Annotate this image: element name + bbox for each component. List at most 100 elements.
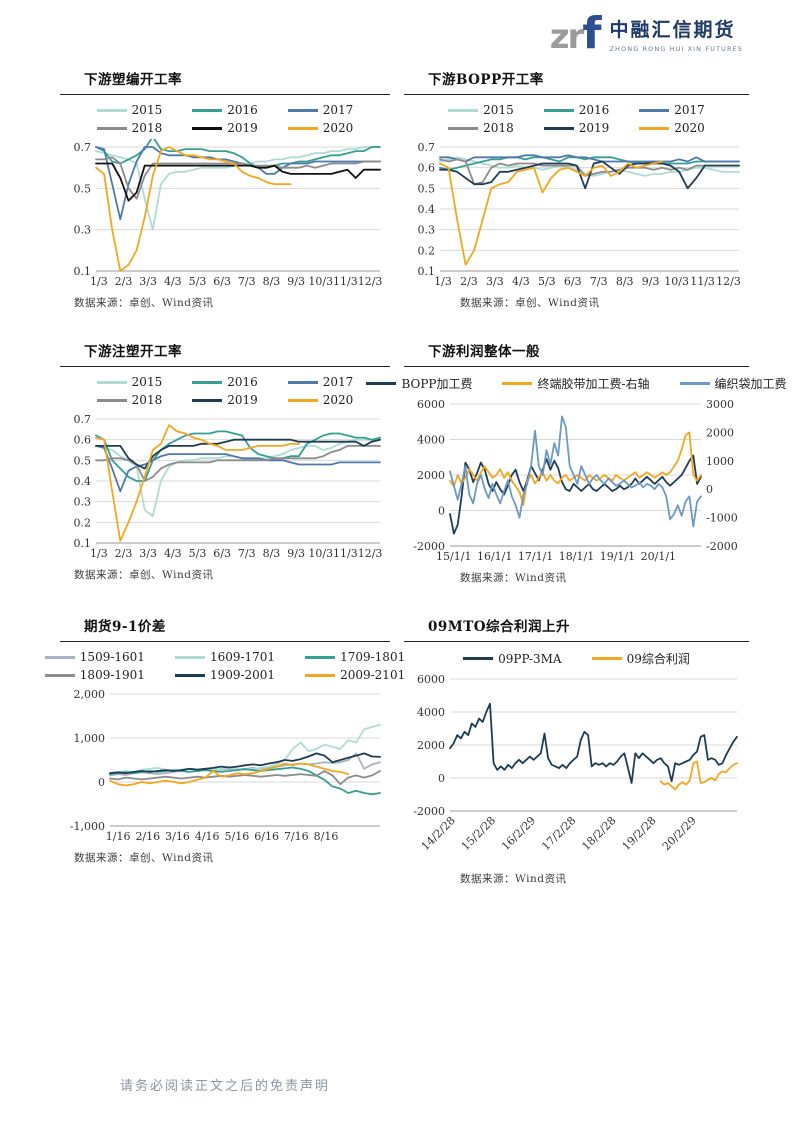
chart-plot: 0.1 0.2 0.3 0.4 0.5 0.6 0.7 1/3 2/3 3/3 4/3 5/3 6/3 7… [60,411,390,563]
x-axis-tick-label: 4/3 [164,547,182,560]
chart-title: 下游注塑开工率 [84,344,182,360]
legend-line-marker [96,398,127,402]
legend-label: 09综合利润 [626,652,690,666]
y-axis-tick-label: 0 [438,505,445,518]
legend-label: 2018 [131,393,163,407]
legend-item-2015: 2015 [96,103,162,117]
y-axis-tick-label: -2000 [413,540,445,553]
x-axis-tick-label: 9/3 [287,275,305,288]
legend-line-marker [366,382,397,385]
x-axis-tick-label: 10/3 [664,275,689,288]
series-line-BOPP加工费 [449,454,702,535]
x-axis-tick-label: 2/3 [115,275,133,288]
y-axis-tick-label: 0.3 [74,496,92,509]
x-axis-tick-label: 15/1/1 [436,550,471,563]
series-line-2019 [95,438,381,470]
data-source: 数据来源：卓创、Wind资讯 [74,569,214,581]
legend-line-marker [287,380,318,384]
logo-zr-text: zr [549,17,585,57]
y-axis-tick-label: 2,000 [74,688,106,701]
series-line-编织袋加工费 [449,415,702,528]
x-axis-tick-label: 8/3 [263,275,281,288]
legend-item-09PP-3MA: 09PP-3MA [463,650,562,667]
legend-item-2018: 2018 [448,121,514,135]
logo-f-text: f [582,8,601,59]
chart-plot: 0.1 0.3 0.5 0.7 1/3 2/3 3/3 4/3 5/3 6/3 7/3 8/3 9/3 1… [60,139,390,291]
chart-plastic-weaving-operating-rate: 下游塑编开工率 2015 2016 2017 2018 2019 2020 0.1 0.3 0… [60,68,390,310]
x-axis-tick-label: 2/3 [115,547,133,560]
y-axis-tick-label: 0.6 [418,162,436,175]
legend-item-1909-2001: 1909-2001 [174,668,276,682]
x-axis-tick-label: 19/2/28 [620,814,659,853]
x-axis-tick-label: 9/3 [287,547,305,560]
legend-line-marker [96,108,127,112]
x-axis-tick-label: 11/3 [333,275,358,288]
series-line-2017 [439,154,740,163]
y-axis-tick-label: -2000 [413,805,445,818]
y-axis-tick-label: 0.7 [74,413,92,426]
series-line-2020 [439,160,663,266]
legend-label: 2017 [322,375,354,389]
legend-item-2020: 2020 [639,121,705,135]
x-axis-tick-label: 7/3 [238,547,256,560]
chart-title: 09MTO综合利润上升 [428,619,571,635]
chart-plot: 0.1 0.2 0.3 0.4 0.5 0.6 0.7 1/3 2/3 3/3 4/3 5/3 6/3 7… [404,139,749,291]
series-line-2015 [95,146,381,231]
x-axis-tick-label: 6/3 [213,275,231,288]
y-axis-tick-label: 0.1 [74,265,92,278]
title-rule [404,366,749,367]
x-axis-tick-label: 18/2/28 [579,814,618,853]
x-axis-tick-label: 10/3 [308,275,333,288]
x-axis-tick-label: 15/2/28 [459,814,498,853]
legend-label: 1909-2001 [209,668,276,682]
title-rule [60,366,390,367]
legend-item-2015: 2015 [448,103,514,117]
legend-line-marker [463,657,494,660]
chart-plot: -2000 0 2000 4000 6000 -2000 -1000 0 1000 2000 300… [404,396,749,566]
legend-line-marker [591,657,622,660]
x-axis-tick-label: 19/1/1 [600,550,635,563]
legend-line-marker [192,126,223,130]
legend-line-marker [543,126,574,130]
x-axis-tick-label: 11/3 [333,547,358,560]
data-source: 数据来源：卓创、Wind资讯 [74,297,214,309]
chart-plot: -2000 0 2000 4000 6000 14/2/28 15/2/28 16/2/29 1… [404,671,749,867]
company-name-english: ZHONG RONG HUI XIN FUTURES [609,45,743,53]
legend-item-1709-1801: 1709-1801 [305,650,405,664]
chart-plot: -1,000 0 1,000 2,000 1/16 2/16 3/16 4/16 5/16 6/1… [60,686,390,846]
x-axis-tick-label: 9/3 [642,275,660,288]
legend-line-marker [44,655,75,659]
charts-grid: 下游塑编开工率 2015 2016 2017 2018 2019 2020 0.1 0.3 0… [0,64,793,886]
chart-legend: 2015 2016 2017 2018 2019 2020 [60,103,390,135]
x-axis-tick-label: 6/16 [254,830,279,843]
chart-canvas: -1,000 0 1,000 2,000 1/16 2/16 3/16 4/16 5/16 6/1… [70,688,381,843]
x-axis-tick-label: 7/3 [590,275,608,288]
series-line-09PP-3MA [449,702,738,784]
series-line-2019 [439,160,740,190]
legend-line-marker [679,382,710,385]
x-axis-tick-label: 17/2/28 [539,814,578,853]
logo-mark: zrf [549,12,602,57]
legend-label: 2019 [227,393,258,407]
legend-item-09综合利润: 09综合利润 [591,650,690,667]
y-axis-tick-label: 2000 [417,469,445,482]
x-axis-tick-label: 1/3 [90,275,108,288]
y-axis-tick-label: 0.7 [74,141,92,154]
chart-canvas: 0.10.30.50.71/3 2/3 3/3 4/3 5/3 6/3 7/3 8/3 9/3 1… [74,139,382,288]
legend-line-marker [44,673,75,677]
x-axis-tick-label: 7/3 [238,275,256,288]
right-y-axis-tick-label: 2000 [706,426,734,439]
legend-line-marker [543,108,574,112]
legend-line-marker [639,108,670,112]
x-axis-tick-label: 2/16 [135,830,160,843]
y-axis-tick-label: 0.7 [418,141,436,154]
x-axis-tick-label: 14/2/28 [419,814,458,853]
legend-item-2019: 2019 [543,121,609,135]
chart-legend: 1509-1601 1609-1701 1709-1801 1809-1901 1909… [44,650,405,682]
legend-label: 1609-1701 [209,650,276,664]
legend-line-marker [639,126,670,130]
series-line-09综合利润 [659,760,738,791]
data-source: 数据来源：卓创、Wind资讯 [74,852,214,864]
x-axis-tick-label: 1/16 [106,830,131,843]
